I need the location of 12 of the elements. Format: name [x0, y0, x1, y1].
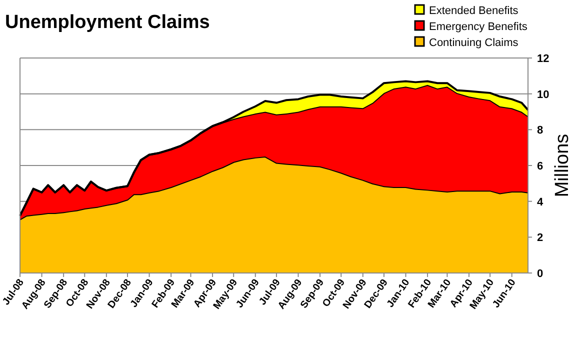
y-axis-title: Millions	[552, 134, 573, 198]
y-tick-label: 10	[537, 88, 550, 101]
legend-label: Extended Benefits	[429, 5, 519, 17]
y-tick-label: 12	[537, 53, 550, 65]
y-tick-label: 6	[537, 160, 544, 172]
y-tick-label: 4	[537, 196, 544, 208]
legend-label: Continuing Claims	[429, 37, 519, 49]
y-tick-label: 8	[537, 124, 544, 137]
chart-title: Unemployment Claims	[5, 12, 210, 33]
legend-label: Emergency Benefits	[429, 21, 528, 33]
y-tick-label: 2	[537, 232, 544, 244]
y-tick-label: 0	[537, 268, 544, 280]
